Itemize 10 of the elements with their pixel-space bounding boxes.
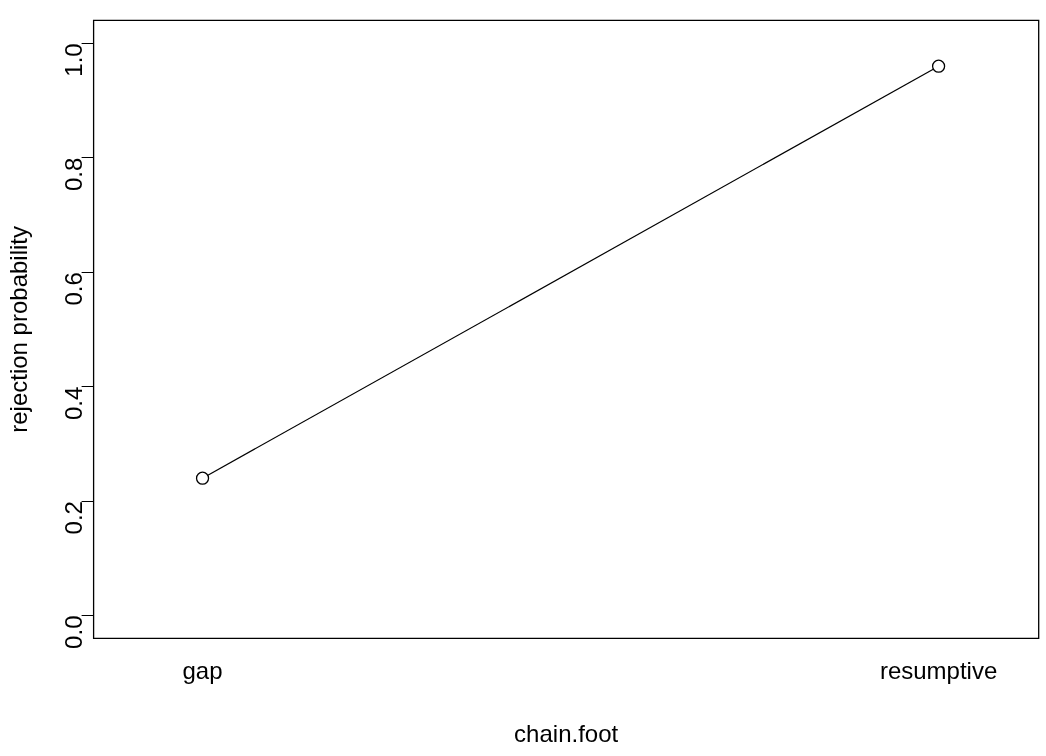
y-tick-label: 0.8 — [60, 157, 88, 192]
y-tick-label: 1.0 — [60, 43, 88, 77]
x-axis-title: chain.foot — [514, 720, 619, 748]
y-tick-label: 0.2 — [60, 501, 88, 535]
y-tick-label: 0.6 — [60, 272, 88, 306]
y-tick-label: 0.0 — [60, 615, 88, 649]
y-tick-label: 0.4 — [60, 386, 88, 420]
y-axis-title: rejection probability — [5, 226, 33, 433]
x-tick-label: gap — [182, 657, 223, 685]
x-tick-label: resumptive — [879, 657, 998, 685]
